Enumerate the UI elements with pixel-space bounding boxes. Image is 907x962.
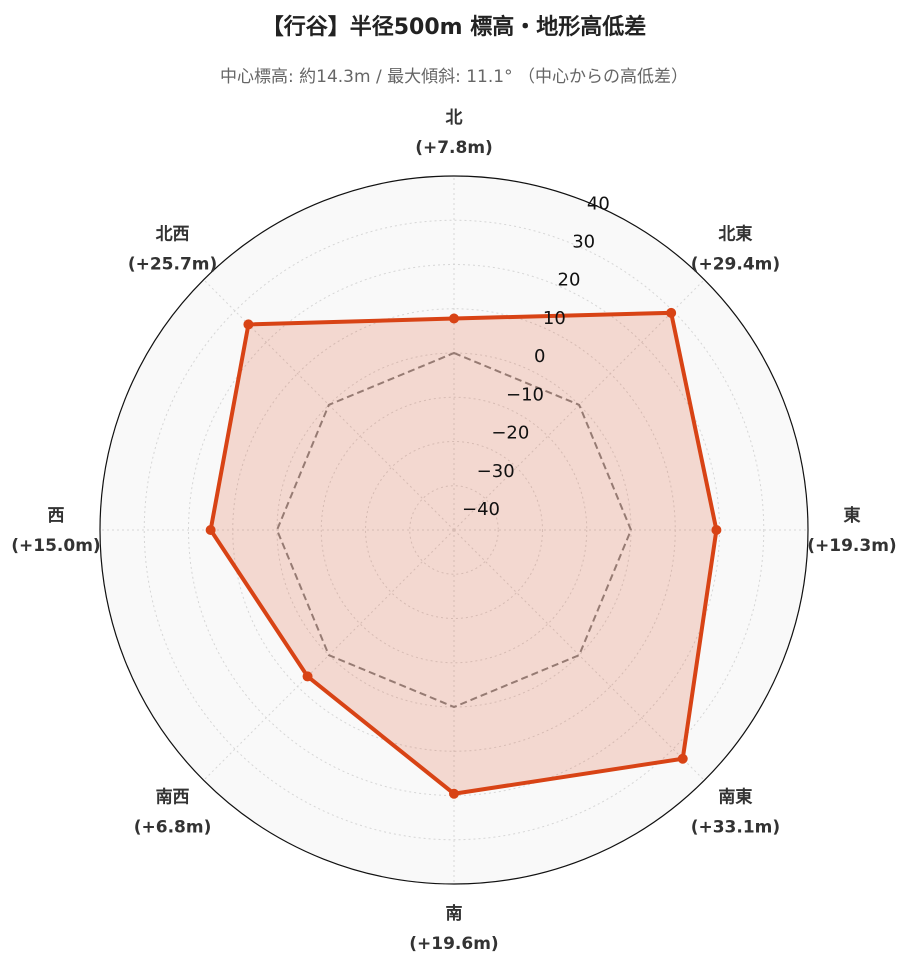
radial-tick-label: 10	[543, 308, 566, 329]
chart-subtitle: 中心標高: 約14.3m / 最大傾斜: 11.1° （中心からの高低差）	[220, 67, 688, 87]
value-label: (+6.8m)	[134, 817, 212, 837]
value-label: (+29.4m)	[691, 255, 780, 275]
grid-circle	[365, 441, 543, 619]
category-label: 北東	[718, 224, 752, 245]
radial-tick-label: 0	[534, 346, 545, 367]
radial-tick-label: −30	[477, 461, 515, 482]
data-point	[449, 313, 459, 324]
radial-tick-label: 30	[572, 232, 595, 253]
category-label: 東	[844, 505, 861, 526]
data-point	[243, 319, 254, 330]
radial-tick-label: 20	[558, 270, 581, 291]
data-point	[711, 525, 722, 535]
spoke	[453, 529, 705, 781]
grid-circle	[320, 396, 588, 664]
value-label: (+33.1m)	[691, 817, 780, 837]
data-point	[677, 753, 688, 764]
value-label: (+15.0m)	[11, 536, 100, 556]
grid-circle	[143, 219, 765, 841]
chart-title: 【行谷】半径500m 標高・地形高低差	[262, 14, 647, 40]
radial-tick-label: −40	[462, 499, 500, 520]
value-label: (+19.6m)	[409, 934, 498, 954]
grid-circle	[409, 485, 499, 575]
outer-circle	[99, 175, 809, 885]
category-label: 北西	[156, 225, 190, 245]
value-label: (+25.7m)	[128, 255, 217, 275]
category-label: 南西	[156, 786, 190, 807]
data-point	[205, 525, 216, 535]
data-point	[302, 671, 313, 682]
radial-tick-label: −10	[506, 384, 544, 405]
radial-tick-label: −20	[491, 423, 529, 444]
data-point	[666, 307, 677, 318]
category-label: 北	[446, 108, 463, 128]
category-label: 南	[446, 903, 463, 924]
value-label: (+19.3m)	[807, 536, 896, 556]
value-label: (+7.8m)	[415, 138, 493, 158]
zero-reference	[275, 351, 633, 709]
data-point	[449, 788, 459, 799]
category-label: 南東	[718, 786, 752, 807]
radial-tick-label: 40	[587, 193, 610, 214]
category-label: 西	[48, 506, 65, 526]
